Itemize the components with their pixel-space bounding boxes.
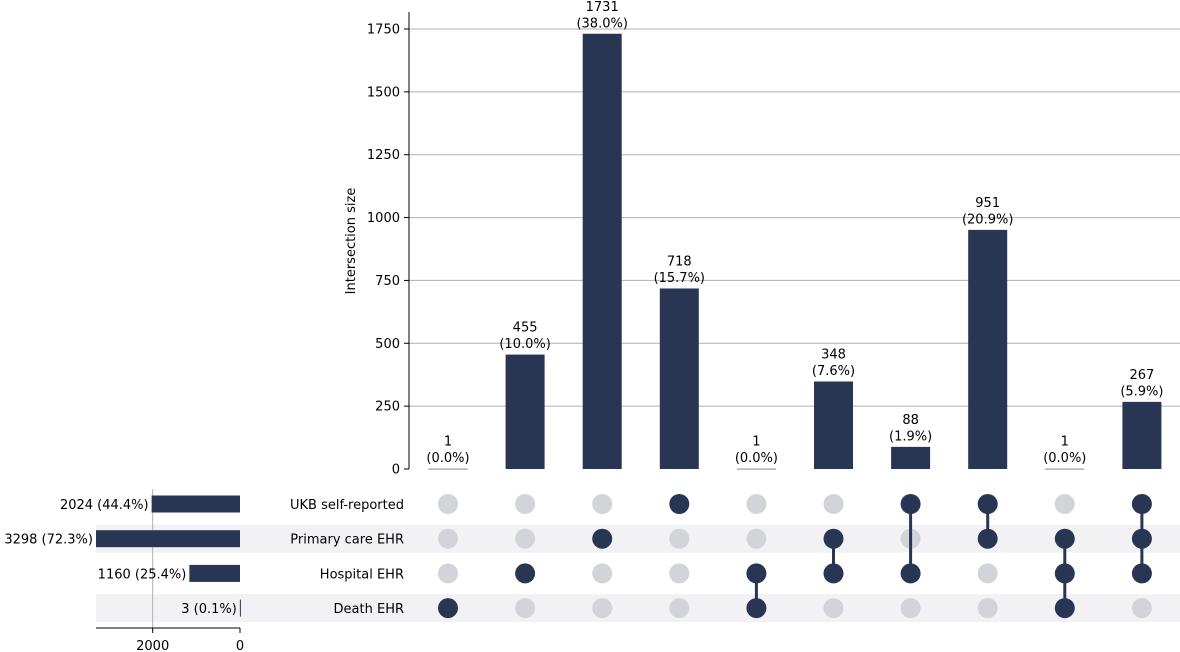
matrix-dot-inactive <box>515 494 536 514</box>
matrix-dot-active <box>977 494 998 514</box>
y-tick-label: 1250 <box>367 148 400 163</box>
bar-percent-label: (1.9%) <box>889 429 932 444</box>
matrix-dot-inactive <box>746 528 767 549</box>
matrix-dot-inactive <box>515 528 536 549</box>
matrix-dot-active <box>1054 598 1075 619</box>
matrix-dot-active <box>1131 528 1152 549</box>
matrix-dot-active <box>977 528 998 549</box>
matrix-dot-inactive <box>669 528 690 549</box>
intersection-bar <box>659 288 699 469</box>
matrix-dot-inactive <box>1131 598 1152 619</box>
intersection-bar <box>1045 468 1085 470</box>
bar-percent-label: (20.9%) <box>962 212 1013 227</box>
matrix-dot-inactive <box>746 494 767 514</box>
matrix-dot-active <box>1054 528 1075 549</box>
matrix-dot-inactive <box>592 598 613 619</box>
intersection-bar <box>1122 401 1162 469</box>
set-size-label: 3298 (72.3%) <box>4 533 93 548</box>
y-tick-label: 250 <box>375 400 400 415</box>
intersection-bar <box>736 468 776 470</box>
y-axis-label: Intersection size <box>344 188 359 295</box>
y-tick-label: 1750 <box>367 22 400 37</box>
matrix-dot-inactive <box>900 598 921 619</box>
matrix-dot-active <box>592 528 613 549</box>
matrix-dot-inactive <box>823 598 844 619</box>
matrix-dot-active <box>900 494 921 514</box>
bar-count-label: 718 <box>667 254 692 269</box>
matrix-dot-inactive <box>823 494 844 514</box>
matrix-dot-inactive <box>438 563 458 584</box>
y-tick-label: 0 <box>392 463 400 478</box>
set-size-label: 3 (0.1%) <box>181 602 237 617</box>
matrix-dot-active <box>1054 563 1075 584</box>
matrix-dot-inactive <box>669 598 690 619</box>
matrix-dot-inactive <box>669 563 690 584</box>
bar-count-label: 1 <box>752 435 760 450</box>
matrix-dot-inactive <box>592 563 613 584</box>
bar-percent-label: (0.0%) <box>735 451 778 466</box>
matrix-row-stripe <box>96 594 1180 623</box>
matrix-dot-active <box>900 563 921 584</box>
bar-count-label: 951 <box>975 196 1000 211</box>
set-size-bar <box>239 599 241 617</box>
bar-count-label: 348 <box>821 347 846 362</box>
set-size-bar <box>151 495 240 513</box>
bar-percent-label: (15.7%) <box>654 271 705 286</box>
set-size-label: 1160 (25.4%) <box>98 567 187 582</box>
y-tick-label: 500 <box>375 337 400 352</box>
matrix-dot-inactive <box>1054 494 1075 514</box>
intersection-bar <box>968 229 1008 469</box>
matrix-dot-inactive <box>438 494 458 514</box>
matrix-dot-active <box>1131 494 1152 514</box>
intersection-bar <box>428 468 468 470</box>
bar-percent-label: (7.6%) <box>812 364 855 379</box>
matrix-dot-active <box>438 598 458 619</box>
set-name-label: Death EHR <box>334 602 404 617</box>
matrix-dot-active <box>1131 563 1152 584</box>
bar-count-label: 1 <box>1061 435 1069 450</box>
set-name-label: Primary care EHR <box>290 533 404 548</box>
matrix-dot-active <box>746 563 767 584</box>
bar-count-label: 88 <box>902 413 919 428</box>
set-name-label: Hospital EHR <box>320 567 404 582</box>
bar-percent-label: (0.0%) <box>426 451 469 466</box>
matrix-dot-inactive <box>592 494 613 514</box>
y-tick-label: 1000 <box>367 211 400 226</box>
matrix-dot-inactive <box>977 598 998 619</box>
bar-percent-label: (0.0%) <box>1043 451 1086 466</box>
matrix-dot-active <box>823 528 844 549</box>
matrix-row-stripe <box>96 524 1180 553</box>
bar-count-label: 455 <box>513 321 538 336</box>
y-tick-label: 1500 <box>367 85 400 100</box>
matrix-dot-active <box>515 563 536 584</box>
set-size-tick-label: 2000 <box>136 639 169 652</box>
y-tick-label: 750 <box>375 274 400 289</box>
bar-percent-label: (5.9%) <box>1120 384 1163 399</box>
intersection-bar <box>505 354 545 469</box>
set-name-label: UKB self-reported <box>290 498 404 513</box>
intersection-bar <box>582 33 622 470</box>
intersection-bar <box>814 381 853 469</box>
matrix-dot-inactive <box>438 528 458 549</box>
matrix-dot-inactive <box>977 563 998 584</box>
matrix-dot-active <box>746 598 767 619</box>
bar-count-label: 267 <box>1129 368 1154 383</box>
bar-count-label: 1731 <box>586 0 619 15</box>
bar-percent-label: (10.0%) <box>499 337 550 352</box>
set-size-label: 2024 (44.4%) <box>60 498 149 513</box>
set-size-tick-label: 0 <box>236 639 244 652</box>
intersection-bar <box>891 446 931 469</box>
matrix-dot-inactive <box>515 598 536 619</box>
set-size-bar <box>96 530 240 548</box>
matrix-dot-active <box>669 494 690 514</box>
set-size-bar <box>189 564 240 582</box>
matrix-dot-active <box>823 563 844 584</box>
bar-count-label: 1 <box>444 435 452 450</box>
bar-percent-label: (38.0%) <box>576 16 627 31</box>
